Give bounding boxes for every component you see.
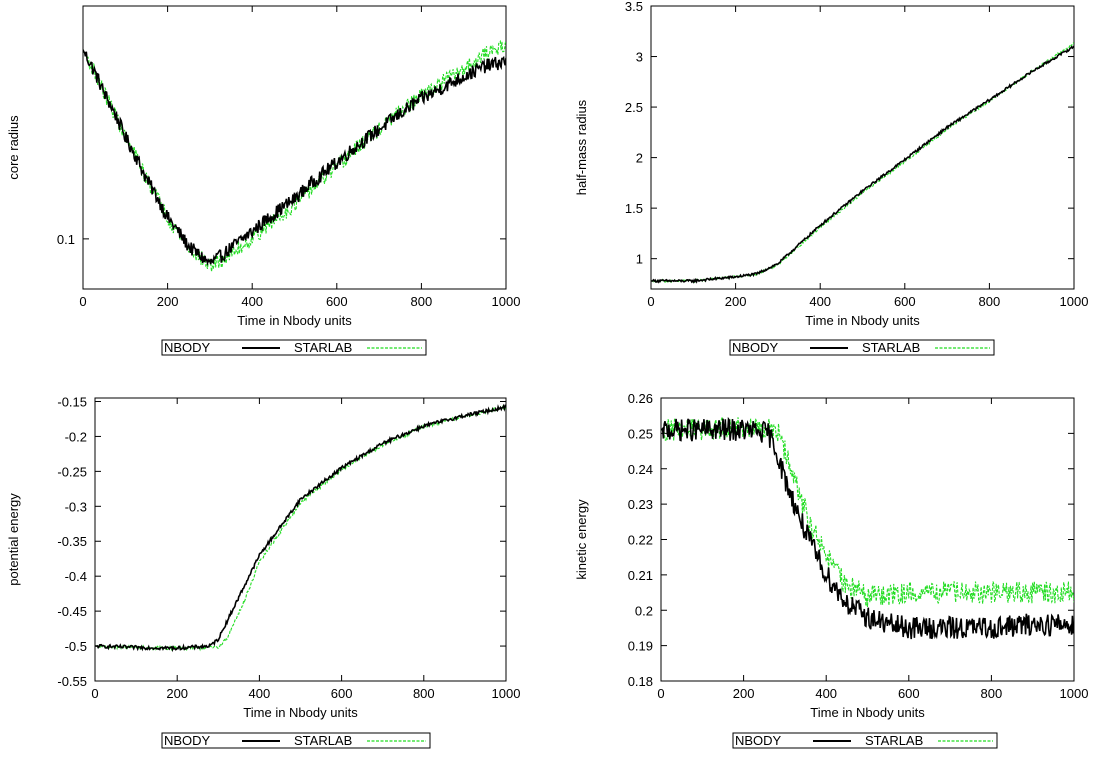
x-tick-label: 0	[91, 686, 98, 701]
y-tick-label: 1	[636, 252, 643, 267]
legend-label-nbody: NBODY	[164, 340, 211, 355]
y-tick-label: -0.2	[65, 429, 87, 444]
series-line-starlab	[661, 416, 1074, 608]
x-tick-label: 200	[157, 294, 179, 309]
x-tick-label: 0	[79, 294, 86, 309]
y-tick-label: 0.18	[628, 674, 653, 689]
legend-label-starlab: STARLAB	[294, 340, 352, 355]
legend-box	[729, 339, 995, 356]
x-tick-label: 400	[241, 294, 263, 309]
y-tick-label: 3	[636, 50, 643, 65]
y-tick-label: -0.35	[57, 534, 87, 549]
legend: NBODY STARLAB	[729, 339, 995, 356]
x-tick-label: 1000	[492, 294, 521, 309]
plot-frame	[660, 397, 1075, 682]
series-line-starlab	[83, 39, 506, 272]
x-tick-label: 400	[249, 686, 271, 701]
half-mass-radius-chart: 0 200 400 600 800 1000 1 1.5 2 2.5 3 3.5 Time in Nbo…	[574, 0, 1089, 356]
y-tick-label: 0.22	[628, 533, 653, 548]
legend: NBODY STARLAB	[161, 732, 431, 749]
legend: NBODY STARLAB	[732, 732, 998, 749]
y-tick-label: -0.45	[57, 604, 87, 619]
kinetic-energy-chart: 0 200 400 600 800 1000 0.18 0.19 0.2 0.21 0.22 0.23…	[574, 391, 1089, 749]
x-tick-label: 600	[331, 686, 353, 701]
x-tick-label: 200	[166, 686, 188, 701]
y-tick-label: 0.21	[628, 568, 653, 583]
x-tick-label: 600	[898, 686, 920, 701]
x-tick-label: 200	[733, 686, 755, 701]
x-tick-label: 400	[809, 294, 831, 309]
series-line-starlab	[95, 405, 506, 652]
x-tick-label: 1000	[1060, 294, 1089, 309]
core-radius-chart: 0 200 400 600 800 1000 0.1 Time in Nbody units c…	[6, 5, 521, 356]
y-tick-label: 0.2	[635, 603, 653, 618]
legend-label-nbody: NBODY	[735, 733, 782, 748]
x-tick-label: 600	[894, 294, 916, 309]
series-line-nbody	[661, 416, 1074, 640]
y-axis-label: core radius	[6, 115, 21, 180]
legend-label-nbody: NBODY	[164, 733, 211, 748]
y-tick-label: 0.24	[628, 462, 653, 477]
plot-frame	[82, 5, 507, 290]
y-tick-label: -0.55	[57, 674, 87, 689]
x-tick-label: 800	[413, 686, 435, 701]
plot-frame	[650, 5, 1075, 290]
y-tick-label: 2	[636, 151, 643, 166]
x-axis-label: Time in Nbody units	[810, 705, 925, 720]
y-tick-label: 0.25	[628, 426, 653, 441]
x-tick-label: 400	[815, 686, 837, 701]
x-tick-label: 1000	[1060, 686, 1089, 701]
y-tick-label: -0.15	[57, 394, 87, 409]
series-line-starlab	[651, 42, 1074, 284]
x-axis-label: Time in Nbody units	[243, 705, 358, 720]
y-tick-label: 0.1	[57, 232, 75, 247]
x-tick-label: 800	[411, 294, 433, 309]
x-tick-label: 800	[979, 294, 1001, 309]
x-tick-label: 1000	[492, 686, 521, 701]
series-line-nbody	[95, 403, 506, 653]
y-axis-label: half-mass radius	[574, 99, 589, 195]
legend-box	[732, 732, 998, 749]
x-tick-label: 0	[647, 294, 654, 309]
y-tick-label: 1.5	[625, 201, 643, 216]
y-tick-label: 0.23	[628, 497, 653, 512]
x-axis-label: Time in Nbody units	[237, 313, 352, 328]
legend: NBODY STARLAB	[161, 339, 427, 356]
legend-box	[161, 339, 427, 356]
y-tick-label: -0.3	[65, 499, 87, 514]
y-axis-label: potential energy	[6, 493, 21, 586]
y-tick-label: 0.26	[628, 391, 653, 406]
x-tick-label: 200	[725, 294, 747, 309]
legend-label-nbody: NBODY	[732, 340, 779, 355]
y-tick-label: 2.5	[625, 100, 643, 115]
potential-energy-chart: 0 200 400 600 800 1000 -0.55 -0.5 -0.45 -0.4 -0.35…	[6, 394, 521, 749]
legend-label-starlab: STARLAB	[862, 340, 920, 355]
x-tick-label: 0	[657, 686, 664, 701]
y-tick-label: -0.5	[65, 639, 87, 654]
plot-frame	[94, 397, 507, 682]
legend-label-starlab: STARLAB	[865, 733, 923, 748]
series-line-nbody	[651, 45, 1074, 284]
legend-label-starlab: STARLAB	[294, 733, 352, 748]
x-tick-label: 600	[326, 294, 348, 309]
y-tick-label: -0.4	[65, 569, 87, 584]
y-tick-label: -0.25	[57, 464, 87, 479]
y-tick-label: 3.5	[625, 0, 643, 14]
x-tick-label: 800	[981, 686, 1003, 701]
legend-box	[161, 732, 431, 749]
x-axis-label: Time in Nbody units	[805, 313, 920, 328]
y-axis-label: kinetic energy	[574, 499, 589, 580]
series-line-nbody	[83, 49, 506, 267]
y-tick-label: 0.19	[628, 639, 653, 654]
